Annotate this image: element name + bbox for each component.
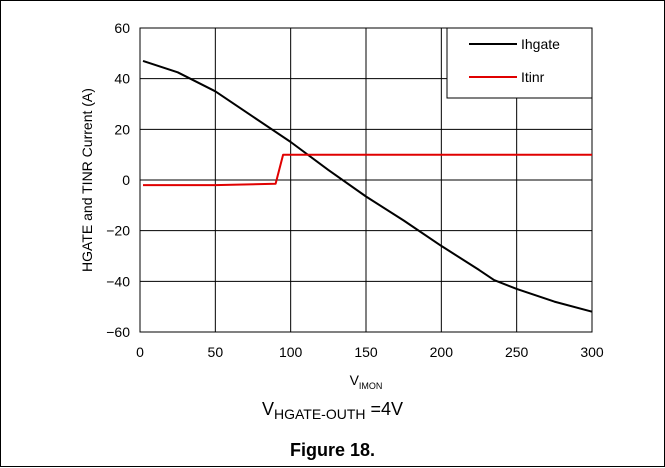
series-line-ihgate (142, 59, 593, 313)
condition-sub: HGATE-OUTH (273, 406, 366, 422)
x-tick-label: 250 (505, 344, 529, 360)
figure-caption: Figure 18. (289, 440, 376, 460)
legend-label-itinr: Itinr (521, 69, 545, 85)
x-tick-labels: 0 50 100 150 200 250 300 (136, 344, 604, 360)
series-layer (142, 59, 593, 313)
y-tick-label: −60 (106, 324, 130, 340)
x-axis-label-sub: IMON (359, 381, 383, 391)
y-axis-label: HGATE and TINR Current (A) (79, 88, 95, 272)
y-tick-label: −20 (106, 223, 130, 239)
x-tick-label: 0 (136, 344, 144, 360)
legend: Ihgate Itinr (446, 27, 593, 99)
y-tick-label: 60 (114, 20, 130, 36)
x-tick-label: 50 (208, 344, 224, 360)
x-tick-label: 100 (279, 344, 303, 360)
x-axis-label-main: V (350, 372, 360, 388)
y-tick-label: 0 (122, 172, 130, 188)
x-tick-label: 300 (580, 344, 604, 360)
plot-border (139, 27, 593, 333)
y-tick-label: 40 (114, 71, 130, 87)
legend-box (446, 27, 593, 99)
condition-value: =4V (365, 399, 404, 419)
top-border (0, 0, 665, 1)
x-axis-label: VIMON (350, 372, 383, 391)
legend-label-ihgate: Ihgate (521, 36, 560, 52)
y-tick-labels: 60 40 20 0 −20 −40 −60 (106, 20, 130, 340)
y-tick-label: 20 (114, 121, 130, 137)
condition-main: V (261, 399, 274, 419)
y-tick-label: −40 (106, 273, 130, 289)
x-tick-label: 200 (430, 344, 454, 360)
series-line-itinr (143, 153, 592, 187)
test-condition: VHGATE-OUTH =4V (0, 399, 665, 424)
x-tick-label: 150 (354, 344, 378, 360)
